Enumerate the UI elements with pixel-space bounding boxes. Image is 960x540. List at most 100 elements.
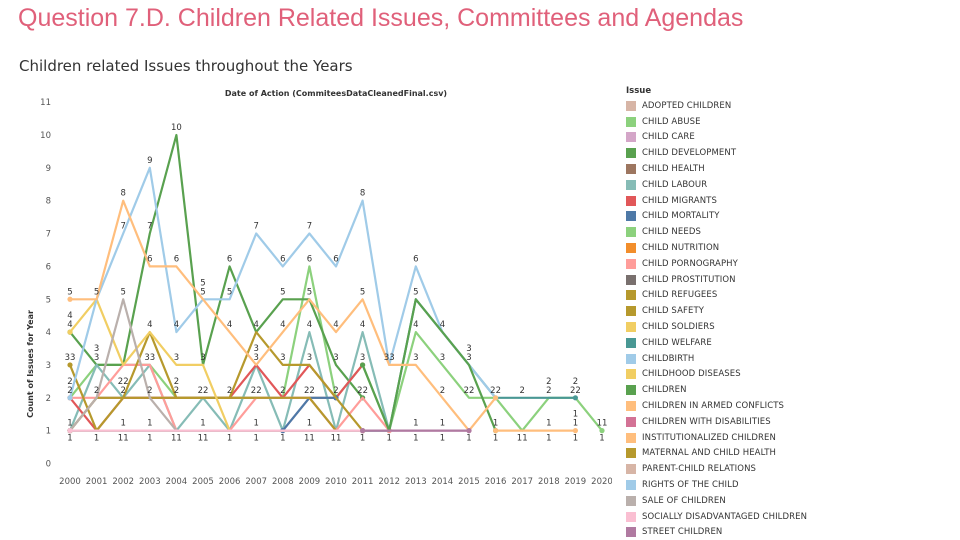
- legend-item-child-migrants[interactable]: CHILD MIGRANTS: [626, 193, 807, 209]
- data-label: 2: [147, 386, 152, 396]
- data-label: 6: [280, 254, 285, 264]
- legend-item-children-in-armed-conflicts[interactable]: CHILDREN IN ARMED CONFLICTS: [626, 398, 807, 414]
- legend-item-street-children[interactable]: STREET CHILDREN: [626, 525, 807, 540]
- legend-item-socially-disadvantaged-children[interactable]: SOCIALLY DISADVANTAGED CHILDREN: [626, 509, 807, 525]
- data-label: 1: [227, 434, 232, 444]
- legend-label: CHILD DEVELOPMENT: [642, 148, 737, 159]
- legend-item-maternal-and-child-health[interactable]: MATERNAL AND CHILD HEALTH: [626, 446, 807, 462]
- x-tick-label: 2013: [405, 477, 427, 487]
- data-label: 5: [227, 287, 232, 297]
- legend-item-childhood-diseases[interactable]: CHILDHOOD DISEASES: [626, 367, 807, 383]
- data-label: 1: [200, 419, 205, 429]
- series-start-point-children: [360, 362, 366, 368]
- data-label: 1: [440, 419, 445, 429]
- y-tick-label: 10: [40, 131, 51, 141]
- y-tick-label: 0: [46, 460, 51, 470]
- x-tick-label: 2009: [299, 477, 321, 487]
- series-line-childbirth: [68, 166, 497, 399]
- series-start-point-children-in-armed-conflicts: [67, 296, 73, 302]
- legend-item-child-welfare[interactable]: CHILD WELFARE: [626, 335, 807, 351]
- legend-swatch: [626, 385, 636, 396]
- data-label: 1: [280, 434, 285, 444]
- legend-label: CHILD LABOUR: [642, 179, 708, 190]
- legend-item-parent-child-relations[interactable]: PARENT-CHILD RELATIONS: [626, 461, 807, 477]
- legend-label: CHILD MIGRANTS: [642, 195, 717, 206]
- legend-swatch: [626, 100, 636, 111]
- legend-item-child-abuse[interactable]: CHILD ABUSE: [626, 114, 807, 130]
- legend-item-child-nutrition[interactable]: CHILD NUTRITION: [626, 240, 807, 256]
- legend-item-child-prostitution[interactable]: CHILD PROSTITUTION: [626, 272, 807, 288]
- legend-item-rights-of-the-child[interactable]: RIGHTS OF THE CHILD: [626, 477, 807, 493]
- x-tick-label: 2020: [591, 477, 612, 487]
- data-label: 1: [307, 419, 312, 429]
- data-label: 1: [413, 434, 418, 444]
- legend-swatch: [626, 227, 636, 238]
- legend-swatch: [626, 274, 636, 285]
- legend-item-child-care[interactable]: CHILD CARE: [626, 130, 807, 146]
- x-tick-label: 2000: [59, 477, 81, 487]
- legend-swatch: [626, 243, 636, 254]
- legend-swatch: [626, 511, 636, 522]
- legend-item-child-pornography[interactable]: CHILD PORNOGRAPHY: [626, 256, 807, 272]
- legend-item-childbirth[interactable]: CHILDBIRTH: [626, 351, 807, 367]
- legend-swatch: [626, 495, 636, 506]
- data-label: 1: [120, 419, 125, 429]
- y-tick-label: 3: [46, 361, 51, 371]
- data-label: 3: [333, 353, 338, 363]
- legend-label: SOCIALLY DISADVANTAGED CHILDREN: [642, 511, 808, 522]
- series-end-point-street-children: [466, 428, 472, 434]
- legend-item-child-mortality[interactable]: CHILD MORTALITY: [626, 209, 807, 225]
- legend-item-child-development[interactable]: CHILD DEVELOPMENT: [626, 145, 807, 161]
- data-label: 1: [573, 419, 578, 429]
- data-label: 6: [147, 254, 152, 264]
- data-label: 3: [466, 344, 471, 354]
- legend-swatch: [626, 306, 636, 317]
- legend-item-children[interactable]: CHILDREN: [626, 382, 807, 398]
- series-line-child-development: [68, 133, 364, 399]
- legend-item-child-health[interactable]: CHILD HEALTH: [626, 161, 807, 177]
- data-label: 11: [517, 434, 528, 444]
- data-label: 5: [120, 287, 125, 297]
- y-tick-label: 5: [46, 295, 51, 305]
- legend-swatch: [626, 432, 636, 443]
- data-label: 3: [94, 353, 99, 363]
- series-start-point-street-children: [360, 428, 366, 434]
- data-label: 3: [94, 344, 99, 354]
- y-tick-label: 9: [46, 164, 51, 174]
- legend-swatch: [626, 179, 636, 190]
- legend-item-child-refugees[interactable]: CHILD REFUGEES: [626, 288, 807, 304]
- legend-swatch: [626, 164, 636, 175]
- legend-item-adopted-children[interactable]: ADOPTED CHILDREN: [626, 98, 807, 114]
- data-label: 22: [198, 386, 209, 396]
- data-label: 10: [171, 123, 182, 133]
- data-label: 2: [333, 386, 338, 396]
- data-label: 6: [333, 254, 338, 264]
- legend-label: STREET CHILDREN: [642, 527, 723, 538]
- legend-item-children-with-disabilities[interactable]: CHILDREN WITH DISABILITIES: [626, 414, 807, 430]
- x-tick-label: 2014: [432, 477, 454, 487]
- legend-item-child-soldiers[interactable]: CHILD SOLDIERS: [626, 319, 807, 335]
- legend-item-child-labour[interactable]: CHILD LABOUR: [626, 177, 807, 193]
- data-label: 7: [120, 222, 125, 232]
- legend-item-institutionalized-children[interactable]: INSTITUTIONALIZED CHILDREN: [626, 430, 807, 446]
- legend-label: SALE OF CHILDREN: [642, 495, 726, 506]
- data-label: 2: [519, 386, 524, 396]
- data-label: 5: [360, 287, 365, 297]
- y-tick-label: 1: [46, 427, 51, 437]
- x-tick-label: 2015: [458, 477, 480, 487]
- legend-label: MATERNAL AND CHILD HEALTH: [642, 448, 777, 459]
- data-label: 2: [174, 386, 179, 396]
- series-line-children: [361, 298, 497, 432]
- series-end-point-child-abuse: [599, 428, 605, 434]
- data-label: 8: [120, 189, 125, 199]
- data-label: 1: [94, 434, 99, 444]
- data-label: 22: [118, 377, 129, 387]
- legend-label: CHILD NEEDS: [642, 227, 701, 238]
- legend-item-child-safety[interactable]: CHILD SAFETY: [626, 303, 807, 319]
- data-label: 1: [546, 419, 551, 429]
- data-label: 4: [360, 320, 365, 330]
- legend-item-sale-of-children[interactable]: SALE OF CHILDREN: [626, 493, 807, 509]
- data-label: 22: [464, 386, 475, 396]
- legend-item-child-needs[interactable]: CHILD NEEDS: [626, 224, 807, 240]
